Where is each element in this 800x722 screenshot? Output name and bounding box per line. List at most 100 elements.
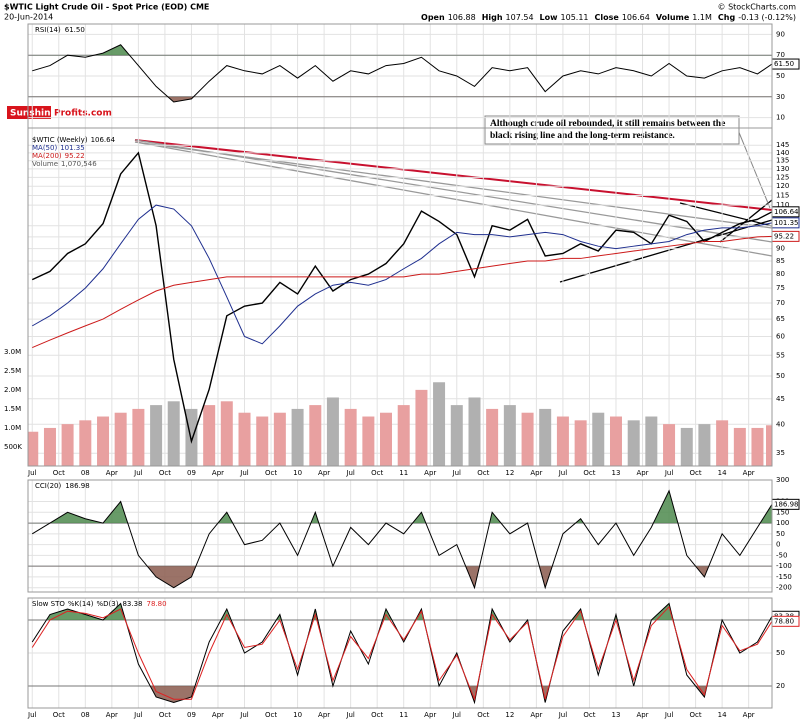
panel-border xyxy=(27,127,773,467)
x-tick-label: Apr xyxy=(212,469,224,477)
volume-bar xyxy=(468,397,481,466)
x-tick-label: Apr xyxy=(106,711,118,719)
legend-entry: Slow STO %K(14) %D(3) 83.38 78.80 xyxy=(32,600,167,608)
volume-bar xyxy=(185,408,198,466)
volume-bar xyxy=(503,405,516,466)
y-tick-label: 50 xyxy=(776,372,785,380)
quote-value: -0.13 (-0.12%) xyxy=(738,13,796,22)
rising-line xyxy=(559,219,773,283)
volume-bar xyxy=(574,420,587,466)
series-line xyxy=(31,489,772,590)
x-tick-label: 08 xyxy=(81,469,90,477)
x-tick-label: Apr xyxy=(530,711,542,719)
logo: Sunshine Profits.com xyxy=(7,106,112,119)
series-line xyxy=(31,204,772,345)
legend-value: 61.50 xyxy=(65,26,85,34)
legend-name: MA(50) xyxy=(32,144,57,152)
x-tick-label: Jul xyxy=(664,711,674,719)
volume-bar xyxy=(150,405,163,466)
y-tick-label: 20 xyxy=(776,682,785,690)
volume-bar xyxy=(43,427,56,466)
volume-bar xyxy=(379,412,392,466)
legend-value: 78.80 xyxy=(147,600,167,608)
last-value-label: 101.35 xyxy=(774,219,799,227)
last-value-label: 61.50 xyxy=(774,60,794,68)
volume-bar xyxy=(114,412,127,466)
x-tick-label: 08 xyxy=(81,711,90,719)
x-tick-label: Oct xyxy=(53,711,65,719)
logo-text: Sunshine xyxy=(10,109,57,119)
legend-name: Volume xyxy=(32,160,58,168)
series-line xyxy=(32,235,772,349)
x-tick-label: Jul xyxy=(664,469,674,477)
quote-value: 106.88 xyxy=(448,13,476,22)
volume-bar xyxy=(61,424,74,466)
volume-bar xyxy=(698,424,711,466)
y-tick-label: 10 xyxy=(776,114,785,122)
y-tick-label: 125 xyxy=(776,173,789,181)
trend-line xyxy=(134,141,773,229)
quote-value: 105.11 xyxy=(561,13,589,22)
volume-bar xyxy=(716,420,729,466)
x-tick-label: Oct xyxy=(583,711,595,719)
quote-label: Open xyxy=(421,13,445,22)
volume-bar xyxy=(309,405,322,466)
volume-bar xyxy=(609,416,622,466)
x-tick-label: 10 xyxy=(293,711,302,719)
x-tick-label: 14 xyxy=(718,469,727,477)
y-tick-label: -200 xyxy=(776,584,792,592)
y-tick-label: 45 xyxy=(776,395,785,403)
y-tick-label: 100 xyxy=(776,519,789,527)
panel-border xyxy=(27,597,773,709)
volume-bar xyxy=(766,425,772,466)
source: © StockCharts.com xyxy=(718,3,797,12)
y-tick-label: 110 xyxy=(776,201,789,209)
x-tick-label: Oct xyxy=(159,469,171,477)
trend-line xyxy=(719,199,773,243)
legend-entry: Volume 1,070,546 xyxy=(32,160,97,168)
y2-tick-label: 1.5M xyxy=(4,405,21,413)
y2-tick-label: 500K xyxy=(4,443,22,451)
volume-bar xyxy=(97,416,110,466)
last-value-label: 106.64 xyxy=(774,208,799,216)
legend-value: 95.22 xyxy=(65,152,85,160)
x-tick-label: 14 xyxy=(718,711,727,719)
annotation-text: Although crude oil rebounded, it still r… xyxy=(490,119,725,129)
quote-label: Chg xyxy=(718,13,736,22)
volume-bar xyxy=(167,401,180,466)
y-tick-label: 120 xyxy=(776,182,789,190)
legend-name: MA(200) xyxy=(32,152,62,160)
y-tick-label: 90 xyxy=(776,30,785,38)
volume-bar xyxy=(362,416,375,466)
legend-name: %D(3) xyxy=(96,600,118,608)
x-tick-label: Jul xyxy=(345,469,355,477)
x-tick-label: Oct xyxy=(477,469,489,477)
panel-border xyxy=(27,479,773,593)
series-line xyxy=(31,605,772,701)
y-tick-label: 90 xyxy=(776,245,785,253)
x-tick-label: Jul xyxy=(27,469,37,477)
x-tick-label: Jul xyxy=(345,711,355,719)
legend-value: 106.64 xyxy=(91,136,116,144)
overbought-fill xyxy=(32,603,772,620)
volume-bar xyxy=(521,412,534,466)
y-tick-label: 115 xyxy=(776,191,789,199)
volume-bar xyxy=(751,427,764,466)
volume-bar xyxy=(238,412,251,466)
y-tick-label: 300 xyxy=(776,476,789,484)
x-tick-label: Oct xyxy=(690,469,702,477)
quote-label: High xyxy=(482,13,503,22)
x-tick-label: Jul xyxy=(452,711,462,719)
volume-bar xyxy=(220,401,233,466)
y-tick-label: 85 xyxy=(776,257,785,265)
x-tick-label: Oct xyxy=(371,711,383,719)
volume-bar xyxy=(680,427,693,466)
annotation: Although crude oil rebounded, it still r… xyxy=(484,115,771,209)
x-tick-label: Apr xyxy=(530,469,542,477)
legend-name: RSI(14) xyxy=(35,26,61,34)
y-tick-label: 135 xyxy=(776,157,789,165)
y-tick-label: 80 xyxy=(776,270,785,278)
y-tick-label: 60 xyxy=(776,332,785,340)
x-tick-label: 13 xyxy=(612,469,621,477)
